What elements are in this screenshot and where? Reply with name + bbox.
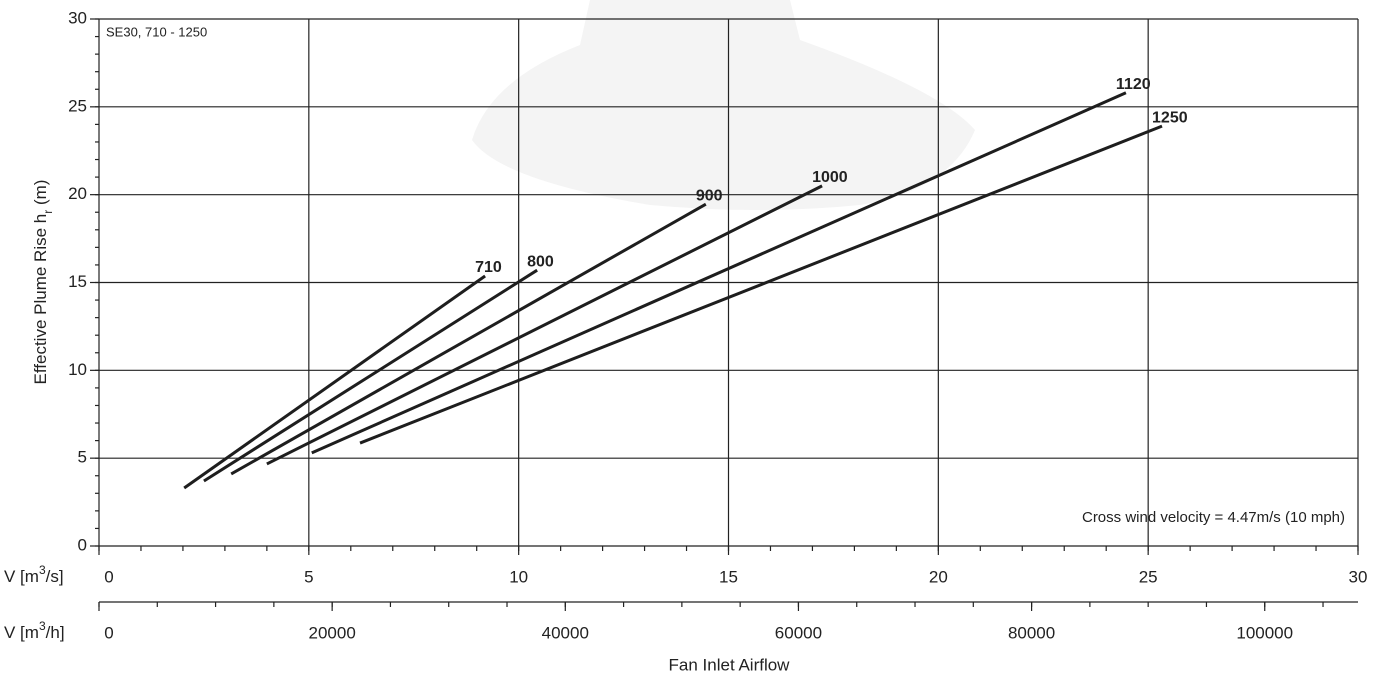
x-tick-label: 10 — [509, 567, 528, 586]
x-tick-label: 20 — [929, 567, 948, 586]
y-tick-label: 10 — [68, 360, 87, 379]
x2-axis-label: V [m3/h] — [4, 619, 65, 642]
y-tick-label: 15 — [68, 272, 87, 291]
x2-tick-label: 80000 — [1008, 623, 1055, 642]
x2-tick-label: 20000 — [309, 623, 356, 642]
x-tick-label: 30 — [1349, 567, 1368, 586]
series-line — [203, 268, 538, 483]
series-line — [266, 184, 823, 466]
x2-tick-label: 60000 — [775, 623, 822, 642]
annotation: SE30, 710 - 1250 — [106, 24, 207, 39]
x-label: Fan Inlet Airflow — [669, 655, 791, 674]
y-tick-label: 30 — [68, 8, 87, 27]
y-tick-label: 0 — [78, 535, 87, 554]
series-label: 710 — [475, 259, 502, 276]
series-line — [230, 202, 707, 476]
background-lamp — [472, 0, 975, 210]
series-label: 1250 — [1152, 109, 1188, 126]
x2-tick-label: 0 — [104, 623, 113, 642]
y-tick-label: 20 — [68, 184, 87, 203]
annotation: Cross wind velocity = 4.47m/s (10 mph) — [1082, 509, 1345, 526]
series-label: 1000 — [812, 169, 848, 186]
x2-tick-label: 100000 — [1236, 623, 1293, 642]
series-label: 900 — [696, 187, 723, 204]
series-line — [311, 91, 1127, 455]
series-line — [359, 124, 1163, 445]
x-tick-label: 25 — [1139, 567, 1158, 586]
x-tick-label: 5 — [304, 567, 313, 586]
x-axis-label: V [m3/s] — [4, 563, 64, 586]
y-axis-label: Effective Plume Rise hr (m) — [31, 180, 55, 385]
x-tick-label: 0 — [104, 567, 113, 586]
y-tick-label: 5 — [78, 448, 87, 467]
y-tick-label: 25 — [68, 96, 87, 115]
x2-tick-label: 40000 — [542, 623, 589, 642]
x-tick-label: 15 — [719, 567, 738, 586]
series-label: 1120 — [1116, 76, 1151, 93]
series-label: 800 — [527, 253, 554, 270]
series-line — [183, 274, 486, 490]
